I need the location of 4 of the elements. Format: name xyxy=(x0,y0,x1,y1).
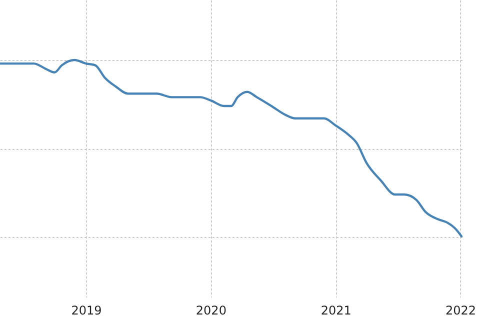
x-tick-label: 2020 xyxy=(196,304,226,318)
x-tick-label: 2022 xyxy=(446,304,476,318)
x-tick-label: 2019 xyxy=(71,304,102,318)
x-tick-label: 2021 xyxy=(320,304,352,318)
